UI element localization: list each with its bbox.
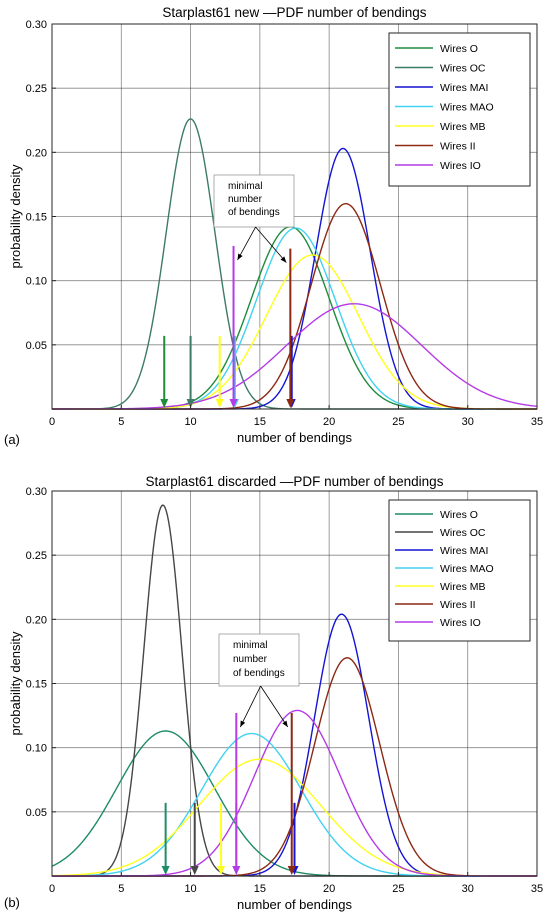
y-axis-label: probability density: [8, 164, 23, 269]
x-tick-label: 20: [323, 883, 335, 895]
legend-entry: Wires II: [440, 599, 476, 611]
y-tick-label: 0.25: [26, 83, 47, 95]
marker-arrow-head: [232, 866, 241, 875]
legend-entry: Wires II: [440, 141, 476, 153]
legend: Wires O Wires OC Wires MAI Wires MAO Wires M…: [388, 32, 531, 187]
annotation-leader: [239, 685, 261, 728]
legend-entry: Wires IO: [440, 160, 481, 172]
y-tick-label: 0.05: [26, 340, 47, 352]
legend-box: [388, 499, 531, 642]
marker-arrow-head: [286, 399, 295, 408]
marker-arrow-head: [161, 866, 170, 875]
y-tick-label: 0.15: [26, 212, 47, 224]
y-tick-label: 0.15: [26, 679, 47, 691]
annotation-leader-head: [280, 256, 287, 263]
x-tick-label: 35: [531, 883, 543, 895]
x-tick-label: 30: [462, 416, 474, 428]
marker-arrow-head: [217, 866, 226, 875]
x-axis-label: number of bendings: [237, 430, 352, 445]
annotation-box: [218, 633, 300, 687]
y-tick-label: 0.20: [26, 614, 47, 626]
chart-title: Starplast61 discarded —PDF number of ben…: [146, 474, 444, 489]
annotation-leader-head: [237, 253, 243, 261]
annotation-minimal-bendings: minimal number of bendings: [218, 633, 300, 728]
y-axis-label: probability density: [8, 631, 23, 736]
y-tick-label: 0.05: [26, 807, 47, 819]
annotation-leader: [260, 685, 289, 728]
chart-panel-a: 0 5 10 15 20 25 30 35 0.05 0.10 0.15 0.20 0.25 0.30 St…: [4, 5, 543, 447]
legend-entry: Wires MB: [440, 121, 486, 133]
annotation-text: number: [228, 194, 263, 205]
legend-entry: Wires MAO: [440, 102, 494, 114]
x-tick-label: 25: [392, 416, 404, 428]
legend-entry: Wires OC: [440, 527, 486, 539]
x-tick-label: 30: [462, 883, 474, 895]
x-tick-label: 25: [392, 883, 404, 895]
chart-panel-b: 0 5 10 15 20 25 30 35 0.05 0.10 0.15 0.20 0.25 0.30 St…: [4, 474, 543, 912]
y-tick-label: 0.10: [26, 276, 47, 288]
legend-entry: Wires MAO: [440, 563, 494, 575]
legend-entry: Wires O: [440, 509, 478, 521]
x-tick-label: 10: [184, 416, 196, 428]
x-tick-label: 15: [254, 416, 266, 428]
legend-entry: Wires MAI: [440, 545, 488, 557]
y-tick-label: 0.25: [26, 550, 47, 562]
y-tick-label: 0.30: [26, 19, 47, 31]
marker-arrow-head: [160, 399, 169, 408]
legend-entry: Wires IO: [440, 617, 481, 629]
x-tick-label: 20: [323, 416, 335, 428]
x-tick-label: 10: [184, 883, 196, 895]
x-tick-label: 35: [531, 416, 543, 428]
chart-title: Starplast61 new —PDF number of bendings: [162, 5, 426, 20]
annotation-box: [213, 174, 295, 228]
annotation-minimal-bendings: minimal number of bendings: [213, 174, 295, 263]
annotation-leader: [237, 226, 256, 261]
legend: Wires O Wires OC Wires MAI Wires MAO Wires M…: [388, 499, 531, 642]
x-tick-label: 0: [49, 416, 55, 428]
panel-label: (b): [4, 895, 20, 910]
y-tick-label: 0.10: [26, 743, 47, 755]
marker-arrow-head: [215, 399, 224, 408]
annotation-text: of bendings: [233, 668, 285, 679]
legend-entry: Wires OC: [440, 63, 486, 75]
panel-label: (a): [4, 432, 20, 447]
legend-entry: Wires MAI: [440, 82, 488, 94]
annotation-leader-head: [282, 720, 288, 728]
x-tick-label: 15: [254, 883, 266, 895]
marker-arrow-head: [229, 399, 238, 408]
x-tick-label: 5: [118, 883, 124, 895]
annotation-text: of bendings: [228, 207, 280, 218]
legend-box: [388, 32, 531, 187]
annotation-text: number: [233, 654, 268, 665]
y-tick-label: 0.20: [26, 147, 47, 159]
annotation-leader-head: [240, 720, 246, 728]
marker-arrow-head: [287, 866, 296, 875]
marker-arrow-head: [186, 399, 195, 408]
x-tick-label: 5: [118, 416, 124, 428]
annotation-text: minimal: [233, 640, 267, 651]
y-tick-label: 0.30: [26, 486, 47, 498]
x-tick-label: 0: [49, 883, 55, 895]
x-axis-label: number of bendings: [237, 897, 352, 912]
annotation-leader: [255, 226, 287, 263]
marker-arrow-head: [190, 866, 199, 875]
annotation-text: minimal: [228, 181, 262, 192]
legend-entry: Wires O: [440, 43, 478, 55]
legend-entry: Wires MB: [440, 581, 486, 593]
